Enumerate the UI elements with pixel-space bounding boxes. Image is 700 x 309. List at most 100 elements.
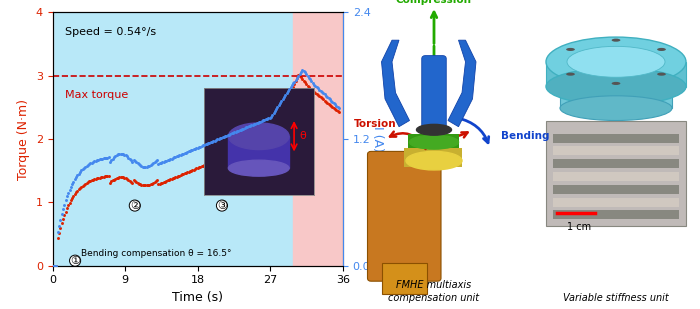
Point [118,175,129,180]
Point [306,79,317,84]
Point [291,75,302,80]
Point [327,104,338,109]
Point [273,116,284,121]
Point [204,140,215,145]
Point [330,106,341,111]
Point [148,180,159,185]
Point [235,127,246,132]
Point [137,183,148,188]
Point [98,174,109,179]
Point [226,131,237,136]
Point [253,120,265,125]
Point [92,158,103,163]
Point [187,147,198,152]
Point [318,97,329,102]
Point [243,144,254,149]
FancyBboxPatch shape [368,151,441,281]
Point [277,108,288,113]
Point [264,135,275,140]
Point [246,143,257,148]
Point [230,150,241,154]
Point [272,104,283,109]
Point [324,97,335,102]
Point [280,102,291,107]
Point [271,106,282,111]
Point [47,263,58,268]
Ellipse shape [612,82,620,85]
Point [328,101,339,106]
Point [181,150,193,154]
Point [130,159,141,163]
Point [298,78,309,83]
Point [181,170,193,175]
Point [293,73,304,78]
Point [101,155,112,160]
Bar [52,12,293,266]
Point [195,164,206,169]
Point [127,159,138,164]
Point [144,163,155,168]
Point [86,160,97,165]
Point [48,263,60,268]
Point [170,175,181,180]
Point [276,111,287,116]
Point [302,83,313,88]
Text: ③: ③ [217,201,227,210]
Point [78,165,90,170]
Point [220,134,231,139]
Point [158,159,169,164]
Point [74,169,85,174]
Point [166,156,177,161]
Point [218,134,230,139]
Point [184,169,195,174]
Point [252,140,263,145]
Point [231,129,242,134]
Point [145,163,156,168]
Point [262,116,274,121]
Point [122,155,134,160]
Y-axis label: I (A): I (A) [372,126,384,152]
Point [333,109,344,114]
Point [150,179,162,184]
Point [184,148,195,153]
Point [205,140,216,145]
Text: Variable stiffness unit: Variable stiffness unit [563,293,669,303]
Point [120,153,132,158]
Point [209,158,220,163]
Text: FMHE multiaxis
compensation unit: FMHE multiaxis compensation unit [389,281,480,303]
Point [59,202,70,207]
Point [282,96,293,101]
Point [47,263,58,268]
Point [82,163,93,167]
Text: Bending compensation θ = 16.5°: Bending compensation θ = 16.5° [80,249,231,258]
Point [172,153,183,158]
Point [274,113,286,118]
Point [119,175,130,180]
Point [225,152,236,157]
Point [326,98,337,103]
Bar [546,121,686,226]
Point [234,128,245,133]
Point [83,179,94,184]
Point [332,108,343,113]
Point [304,77,316,82]
Point [221,154,232,159]
Point [264,115,275,120]
Point [89,177,100,182]
Point [307,89,318,94]
Point [303,85,314,90]
Point [244,123,256,128]
Point [88,159,99,164]
Point [310,83,321,88]
Point [125,158,136,163]
Point [92,157,104,162]
Ellipse shape [410,135,459,149]
Point [137,164,148,169]
Ellipse shape [567,46,665,77]
Point [321,95,332,99]
Point [256,139,267,144]
Point [193,145,204,150]
Point [208,159,219,164]
Point [191,166,202,171]
Point [175,152,186,157]
